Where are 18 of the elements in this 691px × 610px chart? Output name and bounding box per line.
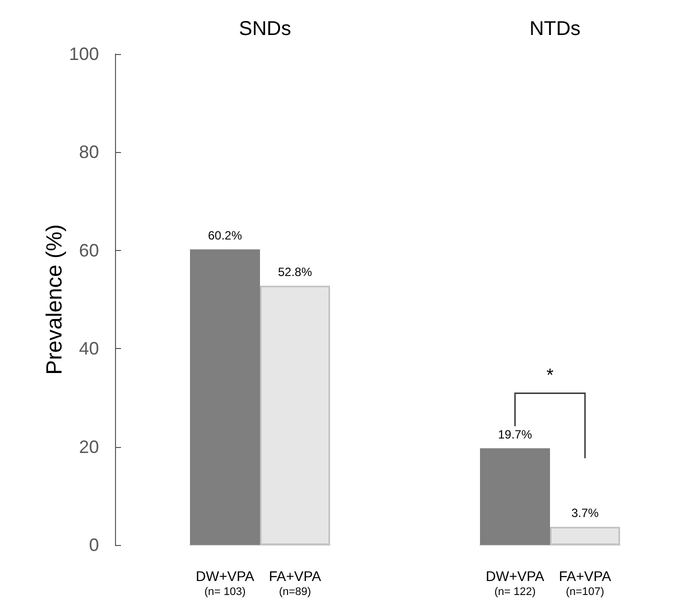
y-tick-label: 100 (68, 44, 99, 64)
x-tick-label: DW+VPA (n= 122) (486, 568, 545, 598)
data-label: 60.2% (208, 228, 242, 242)
x-tick-label: FA+VPA (n=89) (268, 568, 322, 598)
y-tick-label: 0 (88, 535, 99, 555)
chart-title: NTDs (529, 18, 581, 40)
y-tick-label: 60 (78, 240, 99, 260)
y-tick-label: 80 (78, 142, 99, 162)
y-axis-title: Prevalence (%) (42, 224, 66, 375)
x-tick-label: FA+VPA (n=107) (558, 568, 612, 598)
x-tick-label: DW+VPA (n= 103) (196, 568, 255, 598)
annotation: * (546, 365, 554, 386)
chart-title: SNDs (238, 18, 292, 40)
y-tick-label: 40 (78, 338, 99, 359)
data-label: 19.7% (498, 427, 532, 442)
data-label: 52.8% (278, 264, 312, 279)
data-label: 3.7% (571, 506, 599, 520)
y-tick-label: 20 (78, 436, 99, 457)
